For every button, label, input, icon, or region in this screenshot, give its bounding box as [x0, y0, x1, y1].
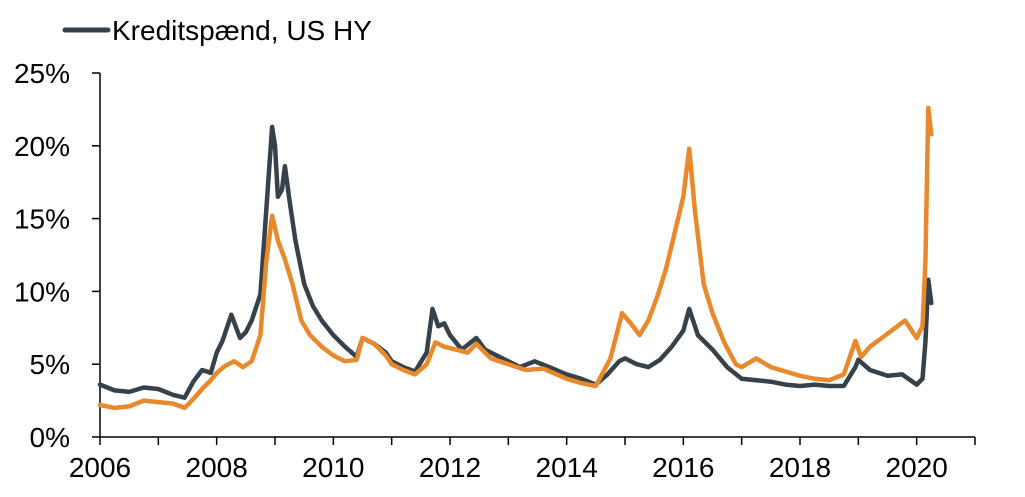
x-tick-label: 2006	[69, 452, 131, 483]
y-axis: 0% 5% 10% 15% 20% 25%	[14, 58, 101, 453]
x-tick-label: 2008	[186, 452, 248, 483]
legend: Kreditspænd, US HY	[62, 15, 372, 46]
x-tick-label: 2018	[769, 452, 831, 483]
y-tick-label: 10%	[14, 276, 70, 307]
x-axis: 2006 2008 2010 2012 2014 2016 2018 2020	[69, 436, 976, 483]
x-tick-label: 2012	[419, 452, 481, 483]
y-tick-label: 15%	[14, 204, 70, 235]
series-line-orange	[97, 105, 934, 411]
x-tick-label: 2016	[652, 452, 714, 483]
y-tick-label: 5%	[30, 349, 70, 380]
plot-series	[97, 105, 934, 411]
x-tick-label: 2014	[536, 452, 598, 483]
y-tick-label: 25%	[14, 58, 70, 89]
y-tick-label: 0%	[30, 422, 70, 453]
y-tick-label: 20%	[14, 131, 70, 162]
x-tick-label: 2010	[302, 452, 364, 483]
legend-label-kreditspaend: Kreditspænd, US HY	[112, 15, 372, 46]
x-tick-label: 2020	[886, 452, 948, 483]
series-line-kreditspaend	[97, 124, 934, 400]
